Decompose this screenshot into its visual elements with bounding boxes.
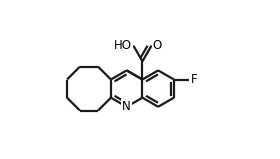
Text: HO: HO xyxy=(114,39,132,52)
Text: F: F xyxy=(191,73,197,86)
Text: N: N xyxy=(122,100,131,113)
Text: O: O xyxy=(153,39,162,52)
